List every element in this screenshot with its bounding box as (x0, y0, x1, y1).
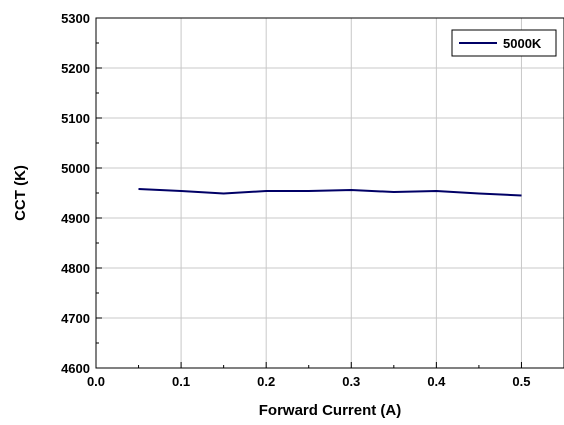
series-layer (138, 188, 522, 197)
grid (95, 17, 564, 369)
x-tick-label: 0.1 (172, 374, 190, 389)
x-tick-label: 0.4 (427, 374, 446, 389)
y-tick-label: 4700 (61, 311, 90, 326)
y-tick-label: 5000 (61, 161, 90, 176)
x-tick-label: 0.5 (512, 374, 530, 389)
legend-label: 5000K (503, 36, 542, 51)
x-tick-label: 0.2 (257, 374, 275, 389)
x-axis-title: Forward Current (A) (259, 402, 402, 419)
axes: 0.0 0.1 0.2 0.3 0.4 0.5 4600 4700 4800 4900 5000 51… (61, 11, 564, 389)
y-axis-title: CCT (K) (12, 165, 29, 221)
series-line-5000K (138, 188, 522, 197)
y-tick-label: 4800 (61, 261, 90, 276)
y-tick-label: 5200 (61, 61, 90, 76)
legend: 5000K (451, 29, 557, 57)
plot-frame (95, 17, 564, 369)
y-tick-label: 5300 (61, 11, 90, 26)
y-tick-label: 4600 (61, 361, 90, 376)
y-tick-label: 5100 (61, 111, 90, 126)
x-tick-label: 0.0 (87, 374, 105, 389)
y-tick-label: 4900 (61, 211, 90, 226)
x-tick-label: 0.3 (342, 374, 360, 389)
